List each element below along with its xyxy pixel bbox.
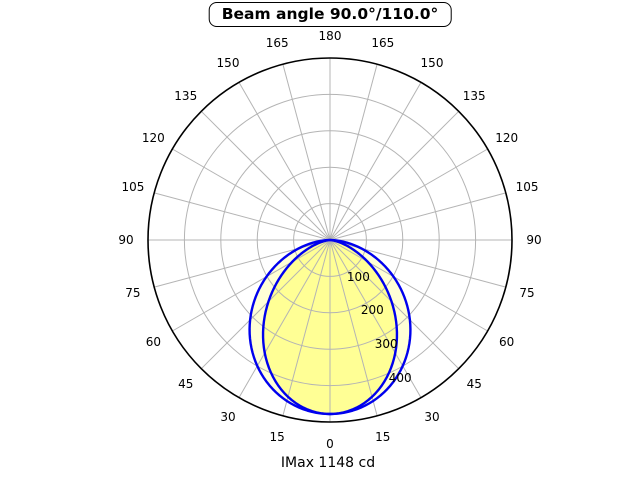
angle-tick-label: 90 (118, 233, 134, 247)
angle-tick-label: 60 (499, 335, 515, 349)
imax-label: IMax 1148 cd (280, 455, 376, 471)
angle-tick-label: 45 (178, 377, 194, 392)
r-tick-label: 100 (346, 269, 370, 284)
grid-ray (282, 239, 331, 416)
angle-tick-label: 15 (375, 430, 391, 445)
angle-tick-label: 105 (121, 180, 145, 195)
angle-tick-label: 135 (174, 88, 198, 103)
grid-circle (293, 203, 367, 277)
angle-tick-label: 30 (424, 409, 440, 424)
grid-ray (238, 239, 331, 398)
angle-tick-label: 75 (519, 285, 535, 300)
angle-tick-label: 90 (526, 233, 542, 247)
grid-circle (183, 93, 477, 387)
angle-tick-label: 120 (141, 131, 165, 145)
outer-circle (147, 57, 513, 423)
grid-circle (220, 130, 440, 350)
angle-tick-label: 180 (318, 29, 342, 43)
angle-tick-label: 75 (125, 285, 141, 300)
grid-ray (172, 148, 331, 241)
r-tick-label: 300 (374, 336, 398, 351)
angle-tick-label: 165 (371, 35, 395, 50)
angle-tick-label: 30 (220, 409, 236, 424)
r-tick-label: 200 (360, 303, 384, 318)
grid-ray (329, 110, 460, 241)
angle-tick-label: 150 (216, 56, 240, 71)
grid-ray (329, 148, 488, 241)
angle-tick-label: 60 (145, 335, 161, 349)
grid-ray (282, 64, 331, 241)
angle-tick-label: 120 (495, 131, 519, 145)
angle-tick-label: 165 (265, 35, 289, 50)
grid-ray (329, 239, 378, 416)
grid-circle (256, 166, 404, 314)
angle-tick-label: 150 (420, 56, 444, 71)
grid-ray (329, 239, 460, 370)
r-tick-label: 400 (388, 370, 412, 385)
grid-ray (329, 192, 506, 241)
grid-ray (329, 239, 422, 398)
angle-tick-label: 0 (326, 437, 334, 451)
angle-tick-label: 105 (515, 180, 539, 195)
grid-ray (172, 239, 331, 332)
grid-ray (200, 110, 331, 241)
grid-ray (329, 64, 378, 241)
grid-ray (329, 239, 488, 332)
angle-tick-label: 15 (269, 430, 285, 445)
chart-title: Beam angle 90.0°/110.0° (208, 2, 452, 27)
grid-ray (329, 82, 422, 241)
grid-ray (200, 239, 331, 370)
angle-tick-label: 45 (466, 377, 482, 392)
beam-curve-90 (261, 238, 399, 416)
grid-ray (238, 82, 331, 241)
grid-ray (154, 192, 331, 241)
angle-tick-label: 135 (462, 88, 486, 103)
